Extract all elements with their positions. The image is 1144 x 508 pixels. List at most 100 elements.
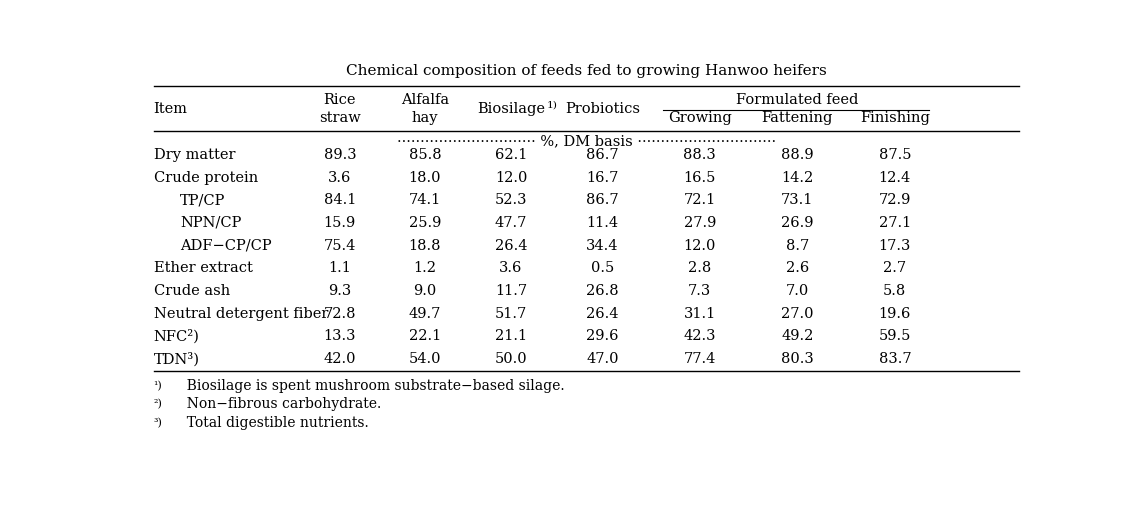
- Text: 26.4: 26.4: [494, 239, 527, 252]
- Text: 3.6: 3.6: [499, 261, 523, 275]
- Text: 27.9: 27.9: [684, 216, 716, 230]
- Text: Ether extract: Ether extract: [153, 261, 253, 275]
- Text: 0.5: 0.5: [590, 261, 614, 275]
- Text: 77.4: 77.4: [684, 352, 716, 366]
- Text: 27.0: 27.0: [781, 307, 813, 321]
- Text: 72.1: 72.1: [684, 193, 716, 207]
- Text: 26.8: 26.8: [586, 284, 619, 298]
- Text: 29.6: 29.6: [586, 329, 619, 343]
- Text: 34.4: 34.4: [586, 239, 619, 252]
- Text: 52.3: 52.3: [494, 193, 527, 207]
- Text: Biosilage is spent mushroom substrate−based silage.: Biosilage is spent mushroom substrate−ba…: [178, 378, 565, 393]
- Text: 47.7: 47.7: [494, 216, 527, 230]
- Text: 75.4: 75.4: [324, 239, 356, 252]
- Text: 31.1: 31.1: [684, 307, 716, 321]
- Text: 8.7: 8.7: [786, 239, 809, 252]
- Text: 16.7: 16.7: [586, 171, 619, 184]
- Text: 88.3: 88.3: [683, 148, 716, 162]
- Text: TDN³): TDN³): [153, 352, 200, 366]
- Text: 2.6: 2.6: [786, 261, 809, 275]
- Text: 59.5: 59.5: [879, 329, 911, 343]
- Text: 27.1: 27.1: [879, 216, 911, 230]
- Text: 54.0: 54.0: [408, 352, 442, 366]
- Text: Crude ash: Crude ash: [153, 284, 230, 298]
- Text: 85.8: 85.8: [408, 148, 442, 162]
- Text: 15.9: 15.9: [324, 216, 356, 230]
- Text: 17.3: 17.3: [879, 239, 911, 252]
- Text: Non−fibrous carbohydrate.: Non−fibrous carbohydrate.: [178, 397, 382, 411]
- Text: 12.4: 12.4: [879, 171, 911, 184]
- Text: Item: Item: [153, 102, 188, 116]
- Text: hay: hay: [412, 111, 438, 124]
- Text: ¹): ¹): [153, 380, 162, 391]
- Text: Rice: Rice: [324, 93, 356, 107]
- Text: Probiotics: Probiotics: [565, 102, 639, 116]
- Text: 80.3: 80.3: [781, 352, 813, 366]
- Text: ······························ %, DM basis ······························: ······························ %, DM bas…: [397, 134, 776, 148]
- Text: Crude protein: Crude protein: [153, 171, 257, 184]
- Text: 2.8: 2.8: [689, 261, 712, 275]
- Text: 26.9: 26.9: [781, 216, 813, 230]
- Text: 42.0: 42.0: [324, 352, 356, 366]
- Text: 73.1: 73.1: [781, 193, 813, 207]
- Text: 86.7: 86.7: [586, 193, 619, 207]
- Text: 7.0: 7.0: [786, 284, 809, 298]
- Text: 11.4: 11.4: [586, 216, 618, 230]
- Text: Biosilage: Biosilage: [477, 102, 545, 116]
- Text: Fattening: Fattening: [762, 111, 833, 124]
- Text: 74.1: 74.1: [408, 193, 442, 207]
- Text: Alfalfa: Alfalfa: [400, 93, 448, 107]
- Text: 72.8: 72.8: [324, 307, 356, 321]
- Text: ADF−CP/CP: ADF−CP/CP: [181, 239, 272, 252]
- Text: ²): ²): [153, 399, 162, 409]
- Text: 22.1: 22.1: [408, 329, 442, 343]
- Text: 50.0: 50.0: [494, 352, 527, 366]
- Text: 1.1: 1.1: [328, 261, 351, 275]
- Text: 5.8: 5.8: [883, 284, 906, 298]
- Text: 49.2: 49.2: [781, 329, 813, 343]
- Text: 62.1: 62.1: [494, 148, 527, 162]
- Text: 89.3: 89.3: [324, 148, 356, 162]
- Text: 14.2: 14.2: [781, 171, 813, 184]
- Text: NFC²): NFC²): [153, 329, 199, 343]
- Text: Formulated feed: Formulated feed: [736, 93, 858, 107]
- Text: 25.9: 25.9: [408, 216, 442, 230]
- Text: 18.8: 18.8: [408, 239, 442, 252]
- Text: straw: straw: [319, 111, 360, 124]
- Text: 9.3: 9.3: [328, 284, 351, 298]
- Text: 12.0: 12.0: [494, 171, 527, 184]
- Text: Total digestible nutrients.: Total digestible nutrients.: [178, 416, 370, 430]
- Text: 72.9: 72.9: [879, 193, 911, 207]
- Text: 42.3: 42.3: [683, 329, 716, 343]
- Text: 7.3: 7.3: [689, 284, 712, 298]
- Text: 83.7: 83.7: [879, 352, 911, 366]
- Text: Dry matter: Dry matter: [153, 148, 236, 162]
- Text: 87.5: 87.5: [879, 148, 911, 162]
- Text: 11.7: 11.7: [495, 284, 527, 298]
- Text: 1.2: 1.2: [413, 261, 437, 275]
- Text: ³): ³): [153, 418, 162, 428]
- Text: 1): 1): [547, 101, 557, 109]
- Text: 18.0: 18.0: [408, 171, 442, 184]
- Text: 19.6: 19.6: [879, 307, 911, 321]
- Text: 88.9: 88.9: [781, 148, 813, 162]
- Text: 84.1: 84.1: [324, 193, 356, 207]
- Text: 21.1: 21.1: [495, 329, 527, 343]
- Text: 12.0: 12.0: [684, 239, 716, 252]
- Text: NPN/CP: NPN/CP: [181, 216, 241, 230]
- Text: 13.3: 13.3: [324, 329, 356, 343]
- Text: 3.6: 3.6: [328, 171, 351, 184]
- Text: Finishing: Finishing: [860, 111, 930, 124]
- Text: 47.0: 47.0: [586, 352, 619, 366]
- Text: Neutral detergent fiber: Neutral detergent fiber: [153, 307, 328, 321]
- Text: 86.7: 86.7: [586, 148, 619, 162]
- Text: 9.0: 9.0: [413, 284, 437, 298]
- Text: 51.7: 51.7: [495, 307, 527, 321]
- Text: Chemical composition of feeds fed to growing Hanwoo heifers: Chemical composition of feeds fed to gro…: [345, 64, 827, 78]
- Text: 26.4: 26.4: [586, 307, 619, 321]
- Text: TP/CP: TP/CP: [181, 193, 225, 207]
- Text: 16.5: 16.5: [684, 171, 716, 184]
- Text: 49.7: 49.7: [408, 307, 442, 321]
- Text: Growing: Growing: [668, 111, 732, 124]
- Text: 2.7: 2.7: [883, 261, 906, 275]
